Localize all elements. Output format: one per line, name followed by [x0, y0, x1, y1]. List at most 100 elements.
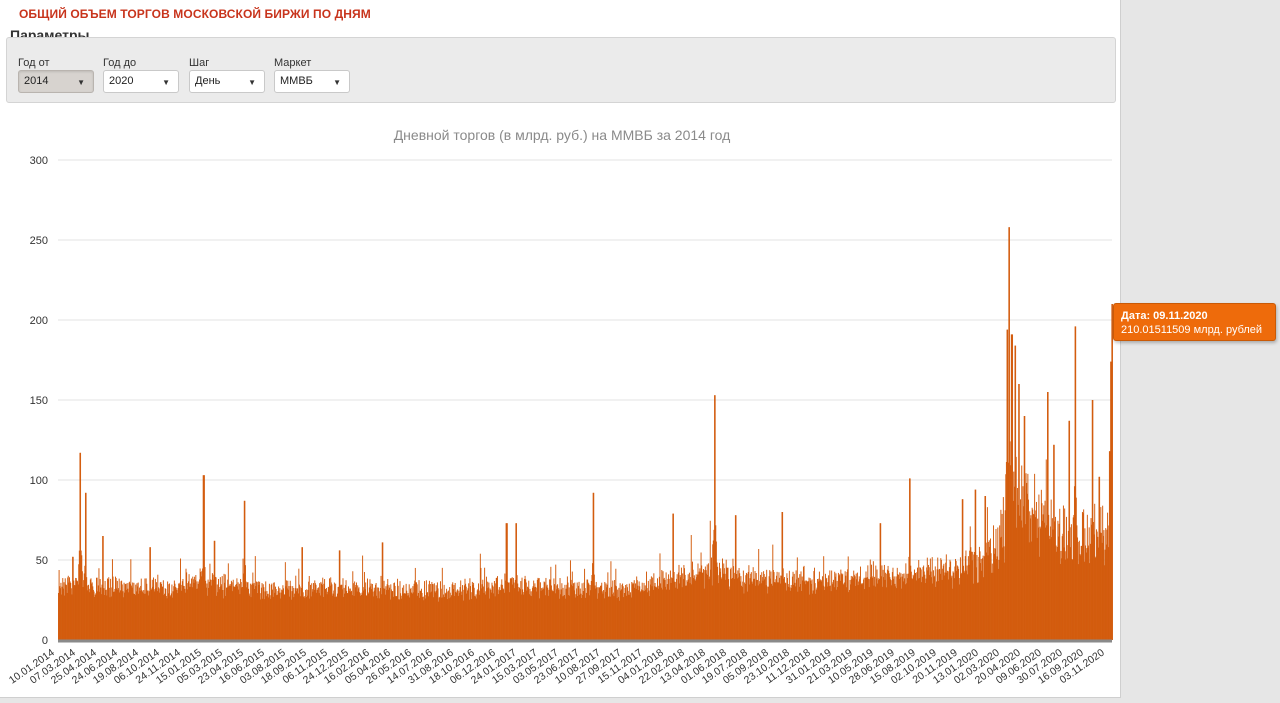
bar: [623, 592, 625, 640]
bar: [238, 583, 240, 640]
bar: [950, 561, 952, 640]
bar: [60, 582, 62, 640]
bar: [592, 492, 594, 640]
bar: [528, 594, 530, 640]
bar: [260, 593, 262, 640]
bar: [845, 587, 847, 640]
bar: [503, 592, 505, 640]
bar: [988, 542, 990, 640]
tooltip-value: 210.01511509 млрд. рублей: [1121, 324, 1263, 336]
bar: [82, 587, 84, 640]
bar: [405, 583, 407, 640]
bar: [848, 592, 850, 640]
bar: [625, 595, 627, 640]
bar: [902, 581, 904, 640]
bar: [99, 591, 101, 640]
bar: [287, 589, 289, 640]
bar: [937, 581, 939, 640]
bar: [97, 591, 99, 640]
bar: [333, 582, 335, 640]
bar: [518, 587, 520, 640]
bar: [592, 563, 594, 640]
bar: [590, 580, 592, 640]
bar: [365, 595, 367, 640]
bar: [1017, 504, 1019, 640]
bar: [446, 591, 448, 640]
bar: [922, 567, 924, 640]
bar: [635, 588, 637, 640]
bar: [133, 582, 135, 640]
bar: [1019, 515, 1021, 640]
bar: [568, 587, 570, 640]
bar: [424, 581, 426, 640]
bar: [901, 576, 903, 640]
bar: [75, 578, 77, 640]
bar: [347, 593, 349, 640]
bar: [595, 581, 597, 640]
bar: [1077, 564, 1079, 640]
bar: [1097, 547, 1099, 640]
bar: [916, 572, 918, 640]
bar: [965, 550, 967, 640]
bar: [741, 585, 743, 640]
chevron-down-icon: ▼: [162, 78, 170, 87]
year-to-select[interactable]: 2020 ▼: [103, 70, 179, 93]
bar: [474, 596, 476, 640]
bar: [716, 562, 718, 640]
bar: [180, 584, 182, 640]
bar: [81, 571, 83, 640]
market-select[interactable]: ММВБ ▼: [274, 70, 350, 93]
bar: [130, 585, 132, 640]
bar: [288, 586, 290, 640]
bar: [989, 538, 991, 640]
bar: [560, 589, 562, 640]
bar: [108, 577, 110, 640]
bar: [892, 567, 894, 640]
bar: [654, 582, 656, 640]
bar: [231, 582, 233, 640]
bar: [957, 566, 959, 640]
bar: [758, 581, 760, 640]
bar: [134, 593, 135, 640]
year-from-select[interactable]: 2014 ▼: [18, 70, 94, 93]
bar: [391, 591, 393, 640]
bar: [311, 589, 313, 640]
bar: [1097, 536, 1099, 640]
step-select[interactable]: День ▼: [189, 70, 265, 93]
bar: [408, 595, 410, 640]
bar: [465, 583, 467, 640]
bar: [158, 588, 160, 640]
bar: [119, 592, 121, 640]
bar: [566, 576, 568, 640]
bar: [249, 583, 251, 640]
bar: [676, 574, 678, 640]
bar: [559, 578, 561, 640]
bar: [72, 556, 74, 640]
bar: [894, 583, 896, 640]
bar: [476, 590, 478, 640]
bar: [1010, 465, 1012, 640]
bar: [952, 571, 954, 640]
bar: [192, 576, 194, 640]
bar: [170, 593, 172, 640]
bar: [382, 588, 384, 640]
bar: [483, 592, 485, 640]
bar: [961, 499, 963, 640]
bar: [362, 587, 364, 640]
bar: [829, 585, 831, 640]
bar: [992, 572, 994, 640]
bar: [343, 596, 345, 640]
bar: [374, 584, 376, 640]
bar: [547, 587, 549, 640]
bar: [59, 588, 61, 640]
bar: [533, 580, 535, 640]
bar: [942, 565, 944, 640]
bar: [649, 579, 651, 640]
bar: [181, 590, 183, 640]
bar: [396, 596, 398, 640]
bar: [862, 582, 864, 640]
bar: [598, 587, 600, 640]
bar: [78, 550, 80, 640]
bar: [1028, 542, 1030, 640]
bar: [658, 585, 660, 640]
